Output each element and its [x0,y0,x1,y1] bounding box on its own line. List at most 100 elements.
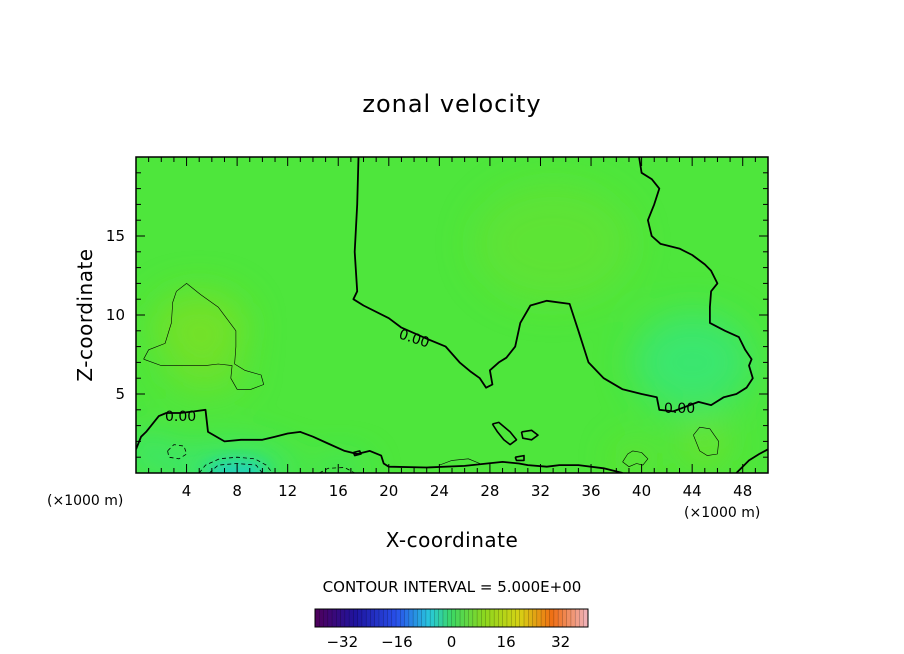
colorbar-swatch [566,609,572,627]
colorbar-swatch [404,609,410,627]
x-tick-label: 28 [480,482,499,500]
contour-labels: 0.00 0.00 0.00 [165,327,695,425]
colorbar-tick-label: −16 [381,633,413,651]
colorbar-swatch [323,609,329,627]
colorbar-swatch [570,609,576,627]
colorbar-swatch [336,609,341,627]
colorbar-swatch [583,609,589,627]
x-tick-label: 32 [531,482,550,500]
zero-contour-closed [352,450,362,457]
colorbar-swatch [327,609,333,627]
colorbar-swatch [370,609,376,627]
colorbar-swatch [408,609,414,627]
zero-contour [352,157,754,413]
x-axis-ticks: 4 8 12 16 20 24 28 32 36 40 44 48 [148,157,756,500]
colorbar-swatch [558,609,563,627]
colorbar-frame [314,608,589,628]
colorbar-swatch [532,609,538,627]
colorbar-swatch [468,609,474,627]
positive-region [473,183,634,304]
positive-region [615,446,656,471]
colorbar-swatch [357,609,363,627]
x-tick-label: 20 [379,482,398,500]
colorbar-swatch [374,609,380,627]
colorbar-swatch [549,609,555,627]
colorbar-swatch [344,609,350,627]
colorbar-swatch [489,609,495,627]
colorbar-swatch [353,609,359,627]
colorbar-tick-labels: −32 −16 0 16 32 [326,633,570,651]
colorbar-swatch [519,609,525,627]
colorbar [314,608,589,628]
x-tick-label: 12 [278,482,297,500]
colorbar-swatch [481,609,487,627]
positive-region [151,291,248,364]
colorbar-swatch [477,609,482,627]
colorbar-swatch [502,609,508,627]
x-tick-label: 44 [683,482,702,500]
colorbar-swatch [396,609,401,627]
colorbar-swatch [579,609,585,627]
positive-contour [439,458,480,466]
x-tick-label: 40 [632,482,651,500]
zero-contour-closed [520,429,539,441]
colorbar-swatch [383,609,388,627]
x-unit-label-left: (×1000 m) [47,493,123,509]
colorbar-swatch [391,609,397,627]
colorbar-swatch [575,609,580,627]
negative-contour [167,444,188,460]
colorbar-swatch [349,609,354,627]
colorbar-swatch [455,609,461,627]
colorbar-swatch [447,609,452,627]
velocity-field-shading [136,183,753,473]
contour-label-zero: 0.00 [664,401,695,417]
colorbar-swatch [434,609,440,627]
zero-contour [136,408,623,473]
x-unit-label-right: (×1000 m) [684,505,760,521]
colorbar-swatch [387,609,393,627]
positive-region [682,424,727,465]
contour-label-zero: 0.00 [165,409,196,425]
colorbar-swatch [545,609,551,627]
colorbar-swatch [417,609,423,627]
colorbar-swatch [485,609,491,627]
colorbar-swatch [332,609,337,627]
y-axis-ticks: 5 10 15 [106,172,768,458]
y-tick-label: 10 [106,306,125,324]
x-tick-label: 16 [329,482,348,500]
colorbar-swatch [421,609,427,627]
negative-region [632,312,753,413]
colorbar-swatch [511,609,516,627]
colorbar-swatch [361,609,367,627]
y-tick-label: 15 [106,227,125,245]
x-tick-label: 36 [581,482,600,500]
colorbar-swatch [378,609,384,627]
colorbar-swatch [442,609,448,627]
chart-title: zonal velocity [362,90,541,118]
colorbar-swatch [528,609,533,627]
positive-region [165,348,246,393]
colorbar-swatch [425,609,431,627]
x-tick-label: 24 [430,482,449,500]
positive-contour [143,283,265,390]
x-tick-label: 8 [232,482,242,500]
colorbar-swatch [541,609,546,627]
colorbar-swatch [524,609,529,627]
colorbar-swatch [562,609,568,627]
negative-contour [209,463,263,473]
colorbar-swatch [494,609,499,627]
colorbar-tick-label: −32 [326,633,358,651]
x-tick-label: 4 [182,482,192,500]
x-tick-label: 48 [733,482,752,500]
colorbar-swatch [498,609,504,627]
colorbar-swatch [430,609,435,627]
colorbar-swatch [472,609,478,627]
colorbar-swatch [451,609,457,627]
colorbar-swatch [366,609,371,627]
negative-contour [198,456,273,473]
colorbar-tick-label: 0 [447,633,457,651]
colorbar-swatch [464,609,469,627]
colorbar-swatch [515,609,521,627]
colorbar-tick-label: 32 [551,633,570,651]
